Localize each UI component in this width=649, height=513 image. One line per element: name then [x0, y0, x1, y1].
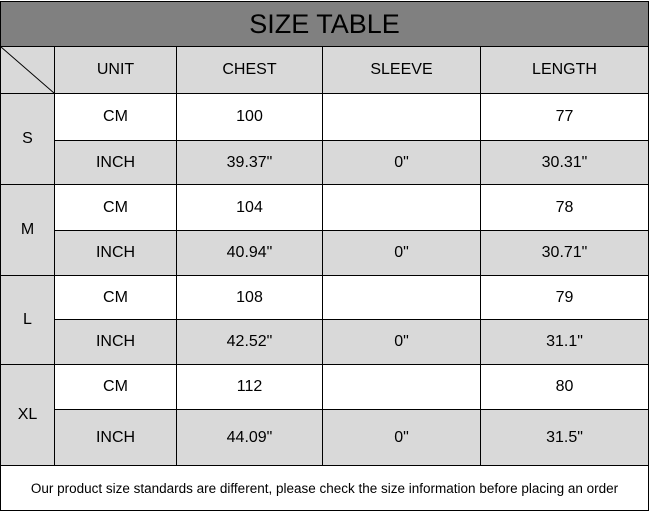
cell-chest: 40.94"	[176, 230, 323, 276]
cell-sleeve	[322, 275, 481, 320]
cell-chest: 104	[176, 184, 323, 231]
table-row: INCH 44.09" 0" 31.5"	[1, 409, 649, 466]
cell-chest: 39.37"	[176, 140, 323, 185]
table-row: INCH 42.52" 0" 31.1"	[1, 319, 649, 365]
cell-unit: INCH	[54, 409, 177, 466]
cell-length: 31.1"	[480, 319, 649, 365]
cell-chest: 100	[176, 93, 323, 141]
cell-unit: CM	[54, 184, 177, 231]
cell-chest: 112	[176, 364, 323, 410]
cell-unit: CM	[54, 364, 177, 410]
table-row: M CM 104 78	[0, 184, 649, 276]
table-row: S CM 100 77	[0, 93, 649, 185]
cell-length: 30.71"	[480, 230, 649, 276]
cell-unit: INCH	[54, 230, 177, 276]
table-row: XL CM 112 80	[0, 364, 649, 466]
cell-sleeve: 0"	[322, 230, 481, 276]
footer-note: Our product size standards are different…	[0, 465, 649, 511]
cell-unit: INCH	[54, 140, 177, 185]
cell-length: 78	[480, 184, 649, 231]
cell-length: 77	[480, 93, 649, 141]
cell-sleeve: 0"	[322, 319, 481, 365]
header-sleeve: SLEEVE	[322, 46, 481, 94]
header-row: UNIT CHEST SLEEVE LENGTH	[0, 46, 649, 94]
cell-unit: INCH	[54, 319, 177, 365]
size-label: XL	[0, 364, 55, 466]
table-row: L CM 108 79	[0, 275, 649, 365]
cell-chest: 108	[176, 275, 323, 320]
cell-sleeve	[322, 184, 481, 231]
table-row: INCH 39.37" 0" 30.31"	[1, 140, 649, 185]
cell-sleeve	[322, 93, 481, 141]
cell-chest: 42.52"	[176, 319, 323, 365]
cell-length: 30.31"	[480, 140, 649, 185]
cell-chest: 44.09"	[176, 409, 323, 466]
header-unit: UNIT	[54, 46, 177, 94]
cell-length: 31.5"	[480, 409, 649, 466]
cell-length: 79	[480, 275, 649, 320]
table-title: SIZE TABLE	[0, 1, 649, 47]
cell-unit: CM	[54, 275, 177, 320]
header-chest: CHEST	[176, 46, 323, 94]
cell-length: 80	[480, 364, 649, 410]
size-label: S	[0, 93, 55, 185]
size-label: L	[0, 275, 55, 365]
diagonal-corner-cell	[0, 46, 55, 94]
table-row: INCH 40.94" 0" 30.71"	[1, 230, 649, 276]
cell-sleeve: 0"	[322, 140, 481, 185]
size-label: M	[0, 184, 55, 276]
cell-unit: CM	[54, 93, 177, 141]
cell-sleeve	[322, 364, 481, 410]
header-length: LENGTH	[480, 46, 649, 94]
cell-sleeve: 0"	[322, 409, 481, 466]
